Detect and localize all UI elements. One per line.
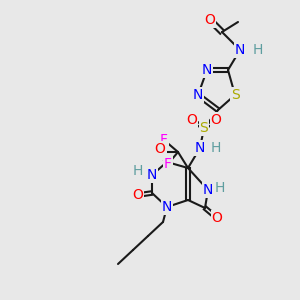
Text: N: N: [235, 43, 245, 57]
Text: N: N: [147, 168, 157, 182]
Text: H: H: [133, 164, 143, 178]
Text: N: N: [202, 63, 212, 77]
Text: N: N: [203, 183, 213, 197]
Text: H: H: [253, 43, 263, 57]
Text: F: F: [160, 133, 168, 147]
Text: O: O: [133, 188, 143, 202]
Text: O: O: [212, 211, 222, 225]
Text: O: O: [187, 113, 197, 127]
Text: N: N: [193, 88, 203, 102]
Text: N: N: [195, 141, 205, 155]
Text: S: S: [200, 121, 208, 135]
Text: O: O: [154, 142, 165, 156]
Text: O: O: [211, 113, 221, 127]
Text: H: H: [211, 141, 221, 155]
Text: F: F: [158, 145, 166, 159]
Text: F: F: [164, 157, 172, 171]
Text: N: N: [162, 200, 172, 214]
Text: O: O: [205, 13, 215, 27]
Text: H: H: [215, 181, 225, 195]
Text: S: S: [231, 88, 239, 102]
